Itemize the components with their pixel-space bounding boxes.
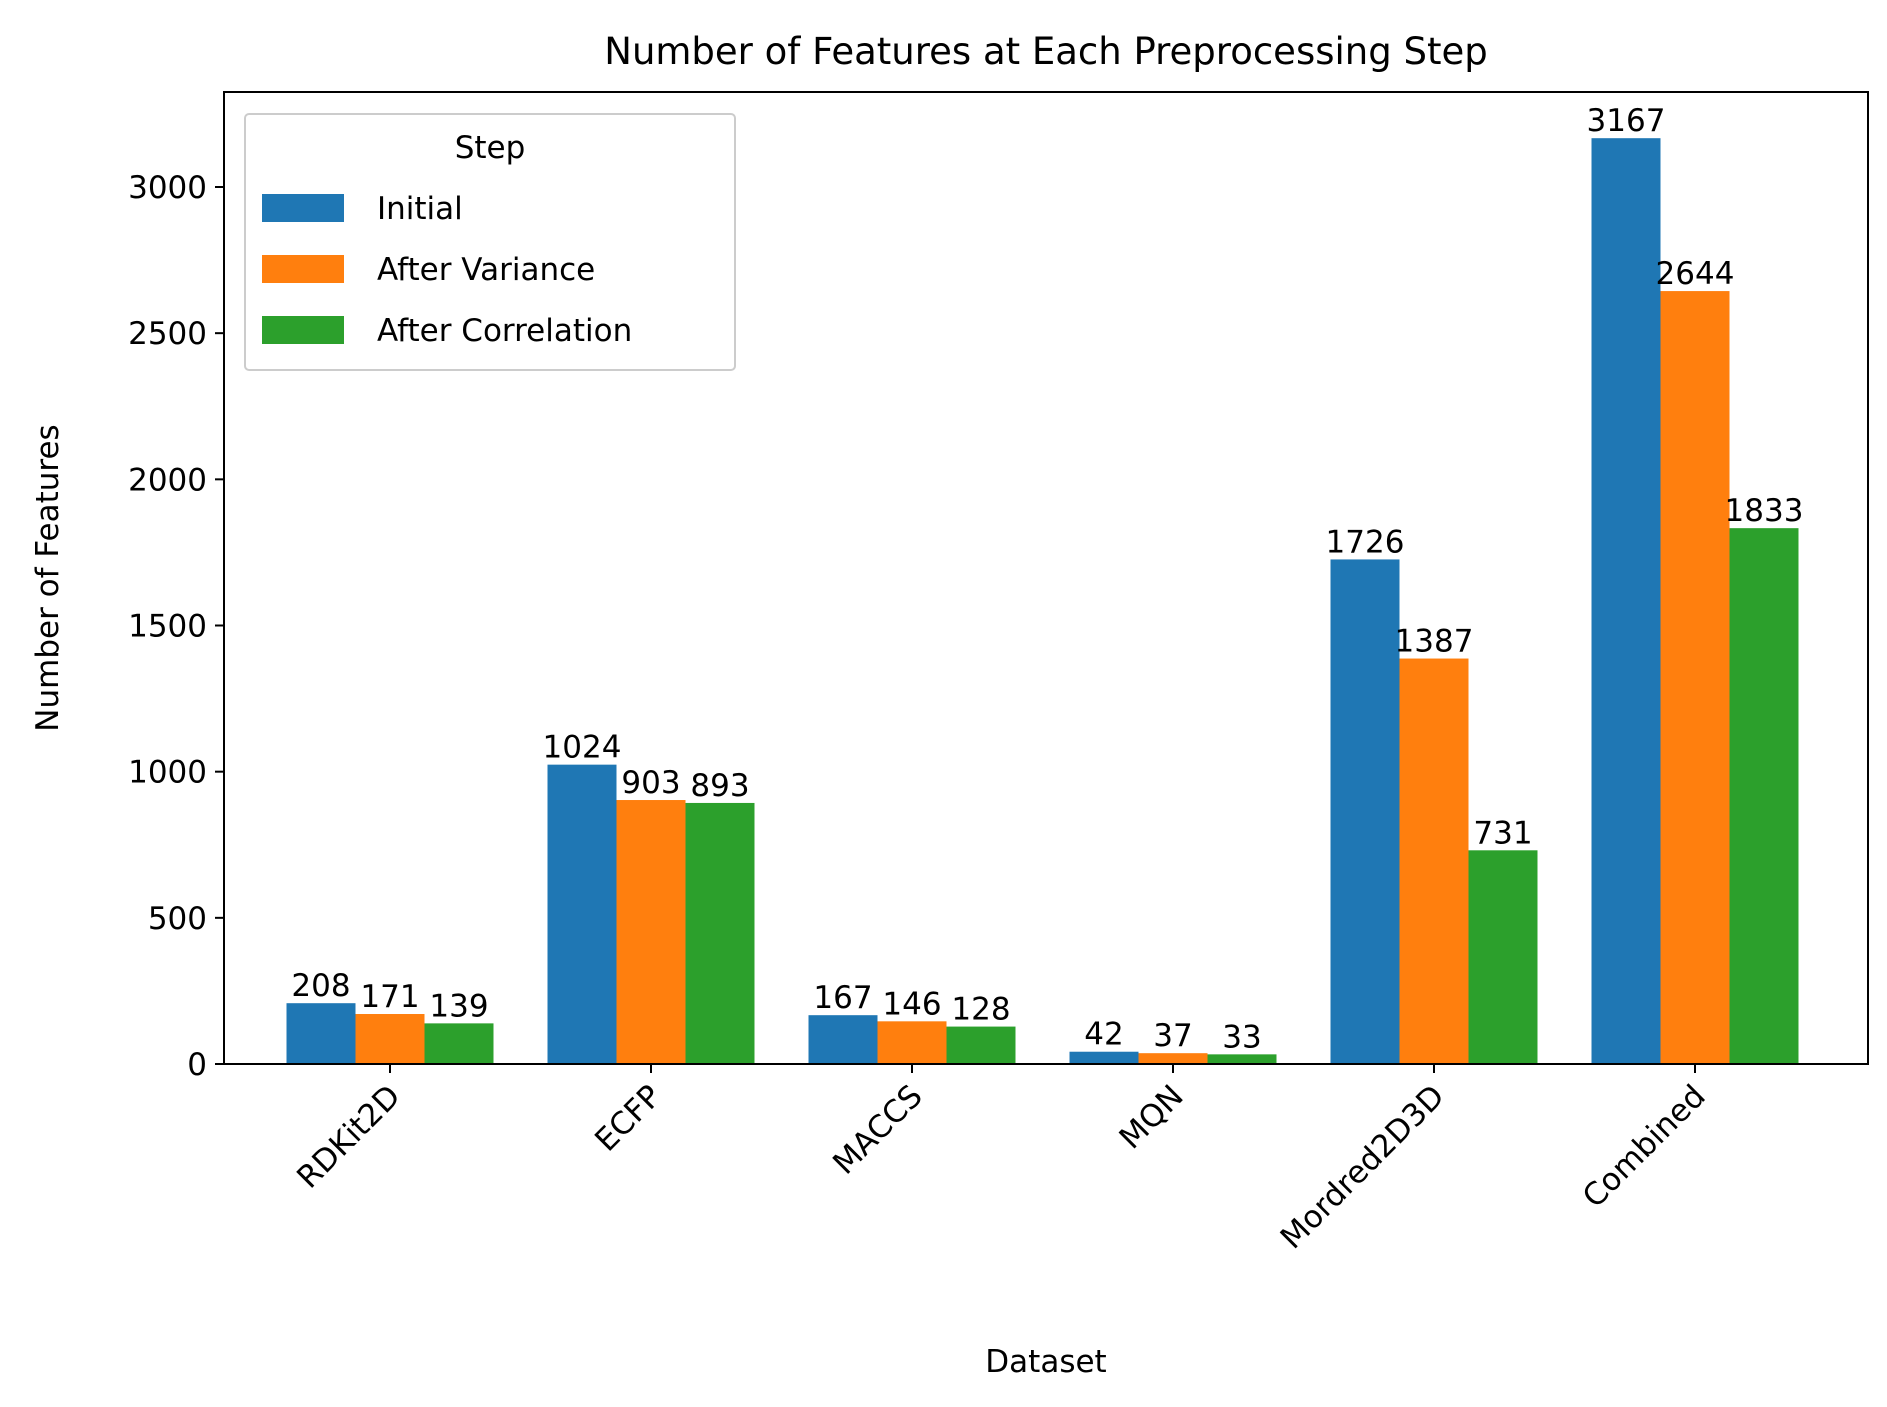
chart-title: Number of Features at Each Preprocessing… bbox=[604, 30, 1487, 73]
bar bbox=[355, 1014, 425, 1064]
y-tick-label: 1500 bbox=[128, 609, 207, 645]
data-label: 1833 bbox=[1725, 493, 1804, 529]
plot-frame bbox=[223, 91, 1869, 1065]
data-label: 128 bbox=[951, 992, 1010, 1028]
legend: Step Initial After Variance After Correlat… bbox=[244, 113, 736, 371]
bar bbox=[685, 802, 755, 1064]
x-axis: RDKit2D ECFP MACCS MQN Mordred2D3D Combined bbox=[290, 1064, 1713, 1256]
x-tick-label: Combined bbox=[1576, 1078, 1713, 1215]
data-label: 167 bbox=[813, 980, 872, 1016]
legend-swatch bbox=[262, 194, 344, 222]
data-label: 33 bbox=[1222, 1019, 1261, 1055]
data-label: 42 bbox=[1084, 1017, 1123, 1053]
y-tick-label: 500 bbox=[148, 901, 207, 937]
y-axis: 0 500 1000 1500 2000 2500 3000 bbox=[128, 170, 224, 1083]
bar bbox=[1729, 528, 1799, 1064]
x-tick-label: ECFP bbox=[588, 1078, 668, 1158]
x-tick-label: RDKit2D bbox=[290, 1078, 407, 1195]
y-axis-label: Number of Features bbox=[30, 424, 66, 731]
data-label: 2644 bbox=[1656, 256, 1735, 292]
bar bbox=[1138, 1053, 1208, 1064]
data-label: 37 bbox=[1153, 1018, 1192, 1054]
bar bbox=[1330, 559, 1400, 1064]
y-tick-label: 1000 bbox=[128, 755, 207, 791]
data-label: 3167 bbox=[1587, 103, 1666, 139]
legend-box bbox=[244, 113, 736, 371]
data-label: 146 bbox=[882, 986, 941, 1022]
x-tick-label: MQN bbox=[1113, 1078, 1191, 1156]
legend-swatch bbox=[262, 316, 344, 344]
bar bbox=[1069, 1051, 1139, 1064]
bar bbox=[946, 1026, 1016, 1064]
bar bbox=[547, 764, 617, 1064]
x-axis-label: Dataset bbox=[985, 1344, 1106, 1380]
y-tick-label: 2500 bbox=[128, 316, 207, 352]
x-tick-label: MACCS bbox=[826, 1078, 930, 1182]
data-label: 903 bbox=[621, 765, 680, 801]
data-label: 893 bbox=[690, 768, 749, 804]
bar bbox=[1399, 658, 1469, 1064]
bar bbox=[877, 1021, 947, 1064]
y-tick-label: 0 bbox=[187, 1047, 207, 1083]
legend-entry: Initial bbox=[377, 191, 463, 227]
bar bbox=[1660, 291, 1730, 1065]
data-label: 1387 bbox=[1395, 624, 1474, 660]
data-label: 1726 bbox=[1326, 524, 1405, 560]
bar bbox=[1591, 138, 1661, 1064]
bar bbox=[1468, 850, 1538, 1064]
bar bbox=[616, 800, 686, 1064]
data-label: 139 bbox=[429, 988, 488, 1024]
legend-entry: After Correlation bbox=[377, 313, 632, 349]
x-tick-label: Mordred2D3D bbox=[1274, 1078, 1452, 1256]
data-label: 171 bbox=[360, 979, 419, 1015]
legend-swatch bbox=[262, 255, 344, 283]
data-label: 731 bbox=[1473, 815, 1532, 851]
data-label: 208 bbox=[291, 968, 350, 1004]
bar bbox=[808, 1015, 878, 1064]
legend-title: Step bbox=[455, 130, 526, 166]
bar bbox=[1207, 1054, 1277, 1064]
legend-entry: After Variance bbox=[377, 252, 595, 288]
y-tick-label: 3000 bbox=[128, 170, 207, 206]
bar bbox=[424, 1023, 494, 1064]
data-label: 1024 bbox=[543, 730, 622, 766]
bar bbox=[286, 1003, 356, 1064]
y-tick-label: 2000 bbox=[128, 462, 207, 498]
